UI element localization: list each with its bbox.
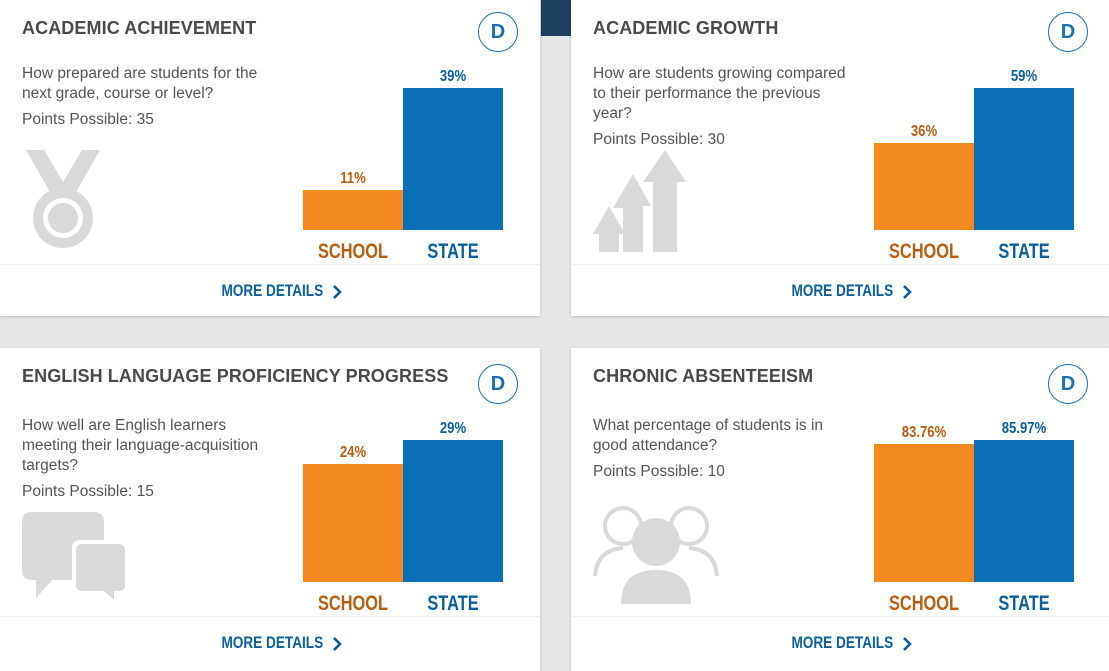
card-title: CHRONIC ABSENTEEISM bbox=[593, 366, 814, 386]
school-bar bbox=[874, 443, 974, 582]
state-label: STATE bbox=[998, 592, 1050, 615]
state-bar bbox=[403, 440, 503, 582]
state-label: STATE bbox=[427, 240, 479, 263]
school-value: 11% bbox=[340, 169, 366, 187]
more-details-label: MORE DETAILS bbox=[221, 281, 324, 300]
card-title: ACADEMIC GROWTH bbox=[593, 18, 779, 38]
card-academic-growth: ACADEMIC GROWTH D How are students growi… bbox=[571, 0, 1109, 316]
state-label: STATE bbox=[998, 240, 1050, 263]
state-value: 39% bbox=[439, 68, 467, 85]
grade-badge: D bbox=[1048, 12, 1088, 52]
school-label: SCHOOL bbox=[317, 592, 389, 615]
divider bbox=[0, 264, 540, 265]
state-bar bbox=[974, 88, 1074, 230]
state-value: 85.97% bbox=[1001, 420, 1047, 437]
card-question: What percentage of students is in good a… bbox=[593, 417, 824, 454]
chevron-right-icon bbox=[903, 284, 912, 299]
card-title: ENGLISH LANGUAGE PROFICIENCY PROGRESS bbox=[22, 366, 449, 386]
more-details-link[interactable]: MORE DETAILS bbox=[571, 281, 1109, 301]
school-label: SCHOOL bbox=[888, 592, 960, 615]
more-details-link[interactable]: MORE DETAILS bbox=[0, 281, 540, 301]
points-possible: Points Possible: 35 bbox=[22, 111, 154, 128]
state-value: 29% bbox=[439, 420, 467, 437]
more-details-link[interactable]: MORE DETAILS bbox=[0, 633, 540, 653]
card-title: ACADEMIC ACHIEVEMENT bbox=[22, 18, 257, 38]
card-question: How prepared are students for the next g… bbox=[22, 65, 258, 102]
state-label: STATE bbox=[427, 592, 479, 615]
school-label: SCHOOL bbox=[888, 240, 960, 263]
state-bar bbox=[974, 440, 1074, 582]
more-details-label: MORE DETAILS bbox=[221, 633, 324, 652]
card-academic-achievement: ACADEMIC ACHIEVEMENT D How prepared are … bbox=[0, 0, 540, 316]
school-bar bbox=[303, 464, 403, 582]
school-value: 83.76% bbox=[901, 423, 947, 441]
card-english-language-proficiency: ENGLISH LANGUAGE PROFICIENCY PROGRESS D … bbox=[0, 348, 540, 671]
school-value: 24% bbox=[339, 444, 367, 462]
school-bar bbox=[874, 143, 974, 230]
grade-badge: D bbox=[478, 364, 518, 404]
state-value: 59% bbox=[1010, 68, 1038, 85]
divider bbox=[0, 616, 540, 617]
state-bar bbox=[403, 88, 503, 230]
more-details-link[interactable]: MORE DETAILS bbox=[571, 633, 1109, 653]
card-chronic-absenteeism: CHRONIC ABSENTEEISM D What percentage of… bbox=[571, 348, 1109, 671]
chevron-right-icon bbox=[903, 636, 912, 651]
comparison-chart: 11% 39% SCHOOL STATE bbox=[303, 68, 504, 263]
group-people-icon bbox=[593, 506, 719, 604]
comparison-chart: 36% 59% SCHOOL STATE bbox=[874, 68, 1075, 263]
chevron-right-icon bbox=[333, 636, 342, 651]
grade-badge: D bbox=[478, 12, 518, 52]
medal-icon bbox=[26, 150, 100, 248]
card-question: How well are English learners meeting th… bbox=[22, 417, 259, 474]
more-details-label: MORE DETAILS bbox=[791, 281, 894, 300]
speech-bubbles-icon bbox=[22, 512, 128, 604]
more-details-label: MORE DETAILS bbox=[791, 633, 894, 652]
divider bbox=[571, 616, 1109, 617]
comparison-chart: 83.76% 85.97% SCHOOL STATE bbox=[874, 420, 1075, 615]
points-possible: Points Possible: 10 bbox=[593, 463, 725, 480]
divider bbox=[571, 264, 1109, 265]
points-possible: Points Possible: 15 bbox=[22, 483, 154, 500]
comparison-chart: 24% 29% SCHOOL STATE bbox=[303, 420, 504, 615]
chevron-right-icon bbox=[333, 284, 342, 299]
header-bar-fragment bbox=[541, 0, 571, 36]
school-label: SCHOOL bbox=[317, 240, 389, 263]
card-question: How are students growing compared to the… bbox=[593, 65, 846, 122]
growth-arrows-icon bbox=[593, 150, 686, 252]
school-bar bbox=[303, 189, 403, 230]
school-value: 36% bbox=[910, 123, 938, 141]
points-possible: Points Possible: 30 bbox=[593, 131, 725, 148]
grade-badge: D bbox=[1048, 364, 1088, 404]
